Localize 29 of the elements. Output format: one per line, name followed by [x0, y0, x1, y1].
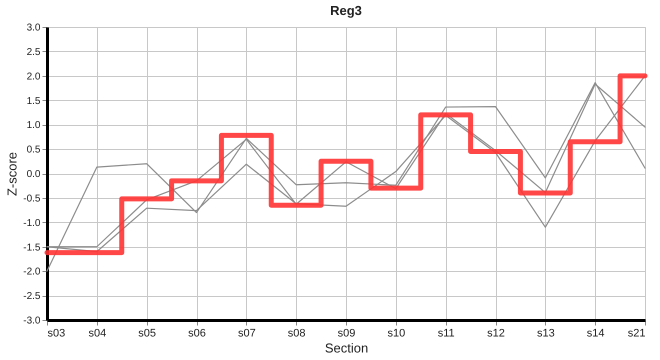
y-tick-label: 1.5: [26, 96, 41, 107]
x-tick-label: s04: [88, 328, 106, 340]
chart-title: Reg3: [330, 3, 362, 18]
x-tick-label: s14: [586, 328, 605, 340]
y-tick-label: 0.5: [26, 144, 41, 156]
x-tick-label: s06: [188, 328, 206, 340]
y-tick-label: -3.0: [23, 316, 41, 326]
y-axis-title: Z-score: [4, 152, 20, 196]
x-tick-label: s03: [48, 328, 66, 340]
x-tick-label: s10: [387, 328, 406, 340]
x-axis-title: Section: [324, 340, 368, 356]
x-tick-label: s05: [138, 328, 156, 340]
x-tick-label: s07: [238, 328, 256, 340]
x-tick-label: s21: [628, 328, 646, 340]
y-tick-label: -1.0: [23, 218, 41, 229]
y-tick-label: -2.0: [23, 266, 41, 278]
x-tick-label: s13: [536, 328, 555, 340]
x-tick-label: s11: [438, 328, 455, 340]
y-tick-label: -1.5: [23, 242, 41, 254]
y-tick-label: 3.0: [26, 22, 41, 34]
x-tick-label: s12: [487, 328, 505, 340]
y-tick-label: 0.0: [26, 169, 41, 180]
x-tick-label: s09: [338, 328, 356, 340]
y-tick-label: -2.5: [23, 291, 41, 302]
y-tick-label: 2.0: [26, 71, 41, 82]
y-tick-label: 2.5: [26, 46, 41, 58]
y-tick-label: -0.5: [23, 193, 41, 204]
y-tick-label: 1.0: [26, 120, 41, 132]
x-tick-label: s08: [288, 328, 306, 340]
